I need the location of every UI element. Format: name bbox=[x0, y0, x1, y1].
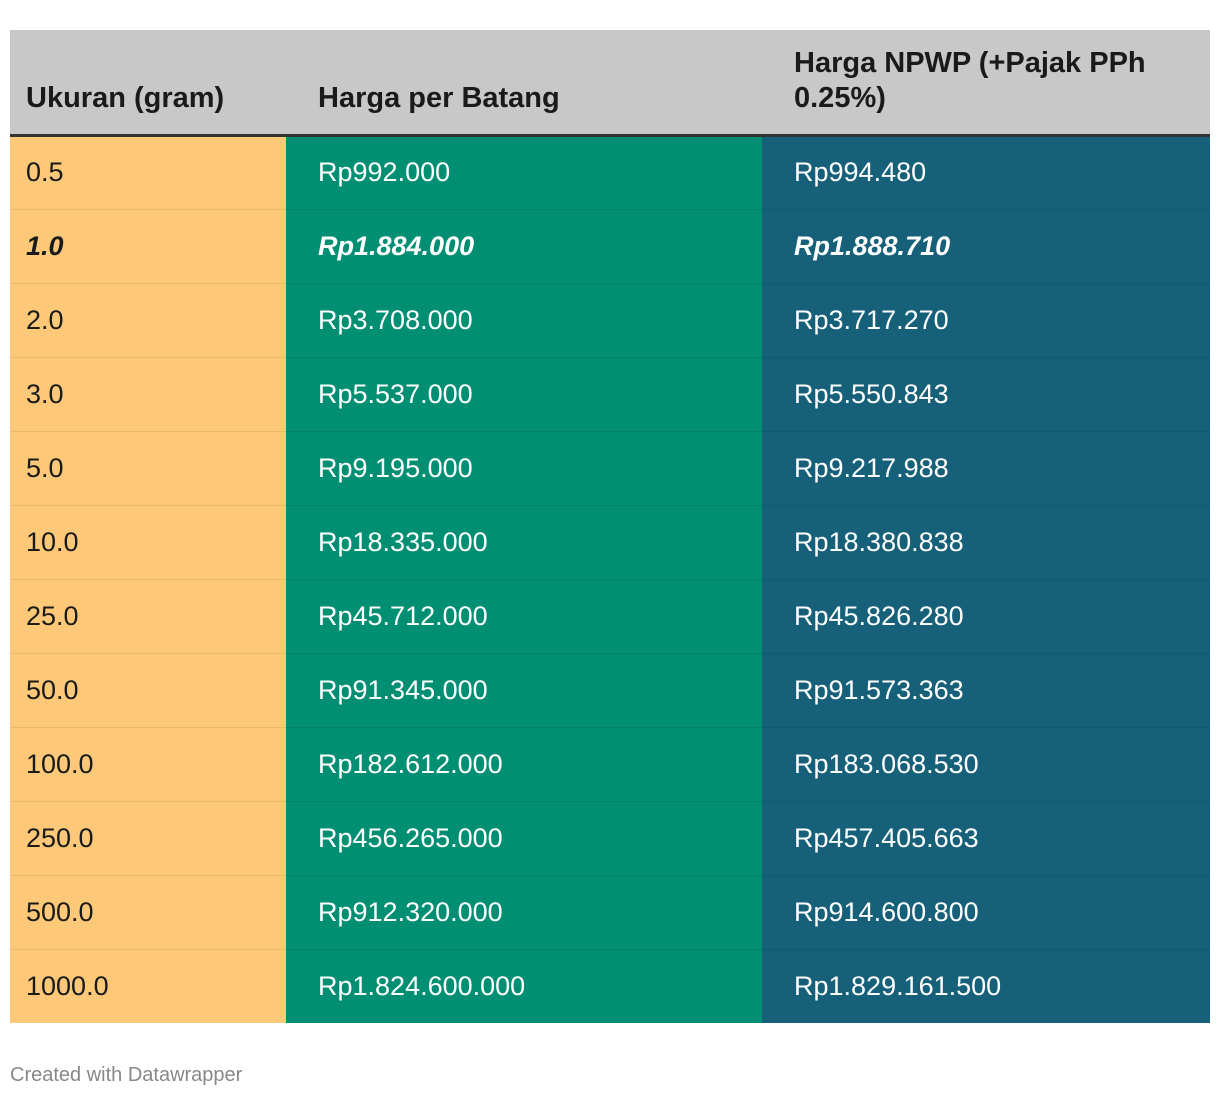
npwp-cell: Rp1.829.161.500 bbox=[762, 949, 1210, 1023]
size-cell: 3.0 bbox=[10, 357, 286, 432]
header-npwp[interactable]: Harga NPWP (+Pajak PPh 0.25%) bbox=[762, 30, 1210, 137]
table-row: 1.0 Rp1.884.000 Rp1.888.710 bbox=[10, 209, 1210, 284]
table-row: 100.0 Rp182.612.000 Rp183.068.530 bbox=[10, 727, 1210, 802]
npwp-cell: Rp3.717.270 bbox=[762, 283, 1210, 358]
price-cell: Rp182.612.000 bbox=[286, 727, 762, 802]
size-cell: 2.0 bbox=[10, 283, 286, 358]
npwp-cell: Rp45.826.280 bbox=[762, 579, 1210, 654]
size-cell: 25.0 bbox=[10, 579, 286, 654]
header-size[interactable]: Ukuran (gram) bbox=[10, 30, 286, 137]
table-row: 500.0 Rp912.320.000 Rp914.600.800 bbox=[10, 875, 1210, 950]
size-cell: 50.0 bbox=[10, 653, 286, 728]
npwp-cell: Rp994.480 bbox=[762, 135, 1210, 210]
npwp-cell: Rp457.405.663 bbox=[762, 801, 1210, 876]
price-cell: Rp5.537.000 bbox=[286, 357, 762, 432]
size-cell: 1000.0 bbox=[10, 949, 286, 1023]
table-row: 250.0 Rp456.265.000 Rp457.405.663 bbox=[10, 801, 1210, 876]
table-row: 5.0 Rp9.195.000 Rp9.217.988 bbox=[10, 431, 1210, 506]
price-cell: Rp91.345.000 bbox=[286, 653, 762, 728]
npwp-cell: Rp9.217.988 bbox=[762, 431, 1210, 506]
npwp-cell: Rp914.600.800 bbox=[762, 875, 1210, 950]
table-row: 3.0 Rp5.537.000 Rp5.550.843 bbox=[10, 357, 1210, 432]
npwp-cell: Rp183.068.530 bbox=[762, 727, 1210, 802]
size-cell: 250.0 bbox=[10, 801, 286, 876]
price-cell: Rp3.708.000 bbox=[286, 283, 762, 358]
price-cell: Rp456.265.000 bbox=[286, 801, 762, 876]
gold-price-table: Ukuran (gram) Harga per Batang Harga NPW… bbox=[10, 30, 1210, 1023]
npwp-cell: Rp18.380.838 bbox=[762, 505, 1210, 580]
price-cell: Rp992.000 bbox=[286, 135, 762, 210]
table-row: 2.0 Rp3.708.000 Rp3.717.270 bbox=[10, 283, 1210, 358]
npwp-cell: Rp5.550.843 bbox=[762, 357, 1210, 432]
price-cell: Rp18.335.000 bbox=[286, 505, 762, 580]
price-cell: Rp9.195.000 bbox=[286, 431, 762, 506]
size-cell: 5.0 bbox=[10, 431, 286, 506]
npwp-cell: Rp91.573.363 bbox=[762, 653, 1210, 728]
price-cell: Rp1.824.600.000 bbox=[286, 949, 762, 1023]
size-cell: 1.0 bbox=[10, 209, 286, 284]
size-cell: 100.0 bbox=[10, 727, 286, 802]
table-body: 0.5 Rp992.000 Rp994.480 1.0 Rp1.884.000 Rp1.8… bbox=[10, 135, 1210, 1023]
table-row: 50.0 Rp91.345.000 Rp91.573.363 bbox=[10, 653, 1210, 728]
datawrapper-credit: Created with Datawrapper bbox=[10, 1064, 243, 1086]
header-row: Ukuran (gram) Harga per Batang Harga NPW… bbox=[10, 30, 1210, 137]
price-cell: Rp912.320.000 bbox=[286, 875, 762, 950]
table-row: 10.0 Rp18.335.000 Rp18.380.838 bbox=[10, 505, 1210, 580]
size-cell: 0.5 bbox=[10, 135, 286, 210]
price-cell: Rp1.884.000 bbox=[286, 209, 762, 284]
table-row: 1000.0 Rp1.824.600.000 Rp1.829.161.500 bbox=[10, 949, 1210, 1023]
size-cell: 500.0 bbox=[10, 875, 286, 950]
table-row: 25.0 Rp45.712.000 Rp45.826.280 bbox=[10, 579, 1210, 654]
size-cell: 10.0 bbox=[10, 505, 286, 580]
table-row: 0.5 Rp992.000 Rp994.480 bbox=[10, 135, 1210, 210]
npwp-cell: Rp1.888.710 bbox=[762, 209, 1210, 284]
header-price[interactable]: Harga per Batang bbox=[286, 30, 762, 137]
price-cell: Rp45.712.000 bbox=[286, 579, 762, 654]
price-table-container: Ukuran (gram) Harga per Batang Harga NPW… bbox=[10, 30, 1210, 1023]
table-header: Ukuran (gram) Harga per Batang Harga NPW… bbox=[10, 30, 1210, 137]
